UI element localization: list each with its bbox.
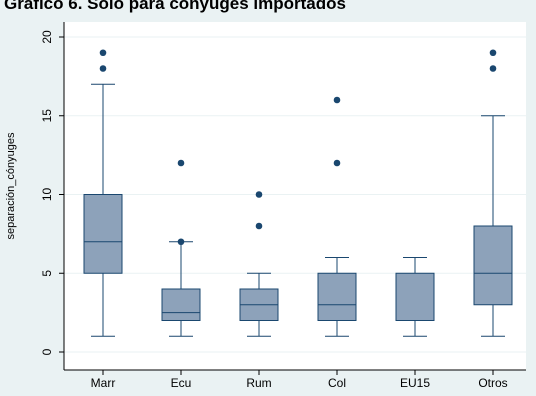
outlier-point xyxy=(99,49,107,57)
grid-lines xyxy=(64,36,526,353)
box-Rum xyxy=(239,191,279,337)
outlier-point xyxy=(255,222,263,230)
box-iqr xyxy=(161,288,201,321)
box-Marr xyxy=(83,49,123,337)
outlier-point xyxy=(177,159,185,167)
outlier-point xyxy=(333,159,341,167)
x-tick-label: Ecu xyxy=(171,376,192,390)
chart-title: Gráfico 6. Solo para cónyuges importados xyxy=(4,0,346,13)
outlier-point xyxy=(489,49,497,57)
box-iqr xyxy=(395,272,435,321)
plot-area xyxy=(64,22,526,370)
box-iqr xyxy=(83,194,123,274)
y-tick-label: 15 xyxy=(40,109,54,123)
x-tick-label: Otros xyxy=(478,376,507,390)
box-EU15 xyxy=(395,257,435,337)
boxes xyxy=(83,49,513,337)
outlier-point xyxy=(333,96,341,104)
x-tick-label: Marr xyxy=(91,376,116,390)
y-tick-label: 0 xyxy=(40,348,54,355)
y-axis-title: separación_cónyuges xyxy=(5,132,17,240)
box-iqr xyxy=(317,272,357,321)
outlier-point xyxy=(177,238,185,246)
axes: 0 5 10 15 20 Marr Ecu Rum Col EU15 Otros xyxy=(40,22,526,390)
outlier-point xyxy=(489,65,497,72)
box-Otros xyxy=(473,49,513,337)
x-tick-label: Rum xyxy=(246,376,271,390)
box-iqr xyxy=(473,225,513,306)
box-Ecu xyxy=(161,159,201,337)
box-Col xyxy=(317,96,357,337)
x-tick-label: EU15 xyxy=(400,376,430,390)
outlier-point xyxy=(99,65,107,72)
y-tick-label: 10 xyxy=(40,188,54,202)
x-tick-label: Col xyxy=(328,376,346,390)
outlier-point xyxy=(255,191,263,198)
y-tick-label: 5 xyxy=(40,270,54,277)
y-tick-label: 20 xyxy=(40,30,54,44)
